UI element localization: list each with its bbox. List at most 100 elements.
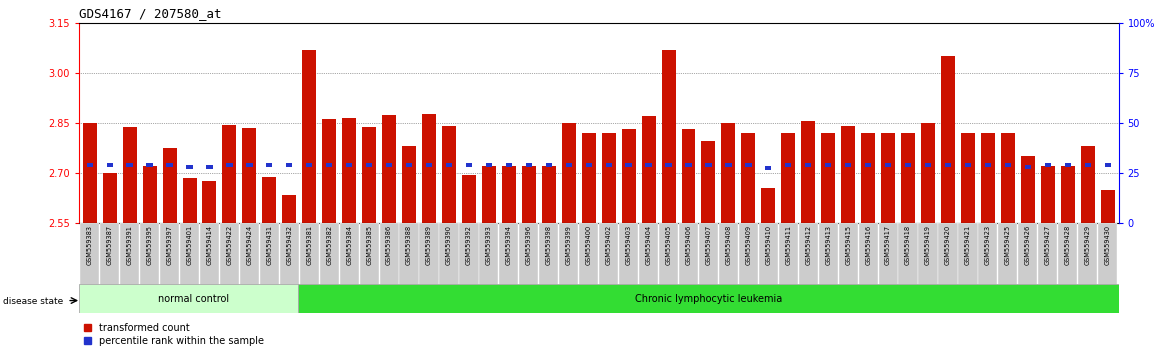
Bar [120,223,139,285]
Bar [542,166,556,223]
Bar [645,163,652,167]
Bar [545,163,552,167]
Text: GSM559396: GSM559396 [526,225,532,265]
Text: GSM559397: GSM559397 [167,225,173,265]
Bar [805,163,812,167]
Bar [299,284,1119,313]
Bar [460,223,478,285]
Bar [526,163,532,167]
Bar [327,163,332,167]
Bar [343,118,357,223]
Bar [103,173,117,223]
Bar [1098,223,1117,285]
Bar [320,223,339,285]
Bar [222,125,236,223]
Bar [965,163,972,167]
Bar [1085,163,1091,167]
Bar [799,223,818,285]
Text: GSM559431: GSM559431 [266,225,272,265]
Bar [559,223,578,285]
Bar [1021,156,1035,223]
Text: GSM559432: GSM559432 [286,225,292,265]
Text: GSM559425: GSM559425 [1005,225,1011,265]
Bar [938,223,958,285]
Bar [599,223,618,285]
Bar [140,223,159,285]
Bar [519,223,538,285]
Bar [761,188,776,223]
Bar [203,181,217,223]
Bar [925,163,931,167]
Text: GDS4167 / 207580_at: GDS4167 / 207580_at [79,7,221,21]
Bar [841,126,855,223]
Bar [286,163,293,167]
Bar [1105,163,1111,167]
Bar [959,223,977,285]
Text: GSM559424: GSM559424 [247,225,252,265]
Text: GSM559426: GSM559426 [1025,225,1031,265]
Bar [921,123,935,223]
Bar [479,223,498,285]
Bar [721,123,735,223]
Bar [1080,146,1094,223]
Bar [280,223,299,285]
Bar [1039,223,1057,285]
Bar [419,223,439,285]
Text: GSM559413: GSM559413 [826,225,831,265]
Bar [306,163,313,167]
Text: GSM559411: GSM559411 [785,225,791,265]
Bar [400,223,419,285]
Bar [699,223,718,285]
Text: GSM559394: GSM559394 [506,225,512,265]
Bar [259,223,279,285]
Text: GSM559391: GSM559391 [126,225,133,265]
Text: GSM559417: GSM559417 [885,225,892,265]
Text: GSM559418: GSM559418 [906,225,911,265]
Bar [540,223,558,285]
Bar [642,116,655,223]
Bar [682,129,696,223]
Text: GSM559408: GSM559408 [725,225,732,265]
Bar [639,223,658,285]
Bar [941,56,955,223]
Bar [785,163,791,167]
Bar [226,163,233,167]
Bar [998,223,1018,285]
Bar [565,163,572,167]
Bar [606,163,611,167]
Bar [442,126,456,223]
Bar [242,128,256,223]
Text: GSM559420: GSM559420 [945,225,951,265]
Bar [1045,163,1051,167]
Bar [126,163,133,167]
Bar [466,163,472,167]
Bar [162,148,176,223]
Text: GSM559422: GSM559422 [227,225,233,265]
Bar [382,115,396,223]
Text: GSM559416: GSM559416 [865,225,871,265]
Bar [160,223,179,285]
Text: GSM559385: GSM559385 [366,225,372,265]
Bar [179,223,199,285]
Bar [501,166,515,223]
Bar [739,223,758,285]
Bar [586,163,592,167]
Text: GSM559414: GSM559414 [206,225,212,265]
Bar [918,223,938,285]
Text: GSM559428: GSM559428 [1064,225,1071,265]
Text: GSM559429: GSM559429 [1085,225,1091,265]
Bar [200,223,219,285]
Bar [506,163,512,167]
Bar [899,223,917,285]
Bar [482,166,496,223]
Bar [485,163,492,167]
Bar [240,223,259,285]
Bar [821,133,835,223]
Bar [562,123,576,223]
Bar [865,163,871,167]
Text: GSM559415: GSM559415 [845,225,851,265]
Bar [266,163,272,167]
Bar [778,223,798,285]
Bar [602,133,616,223]
Text: GSM559403: GSM559403 [625,225,631,265]
